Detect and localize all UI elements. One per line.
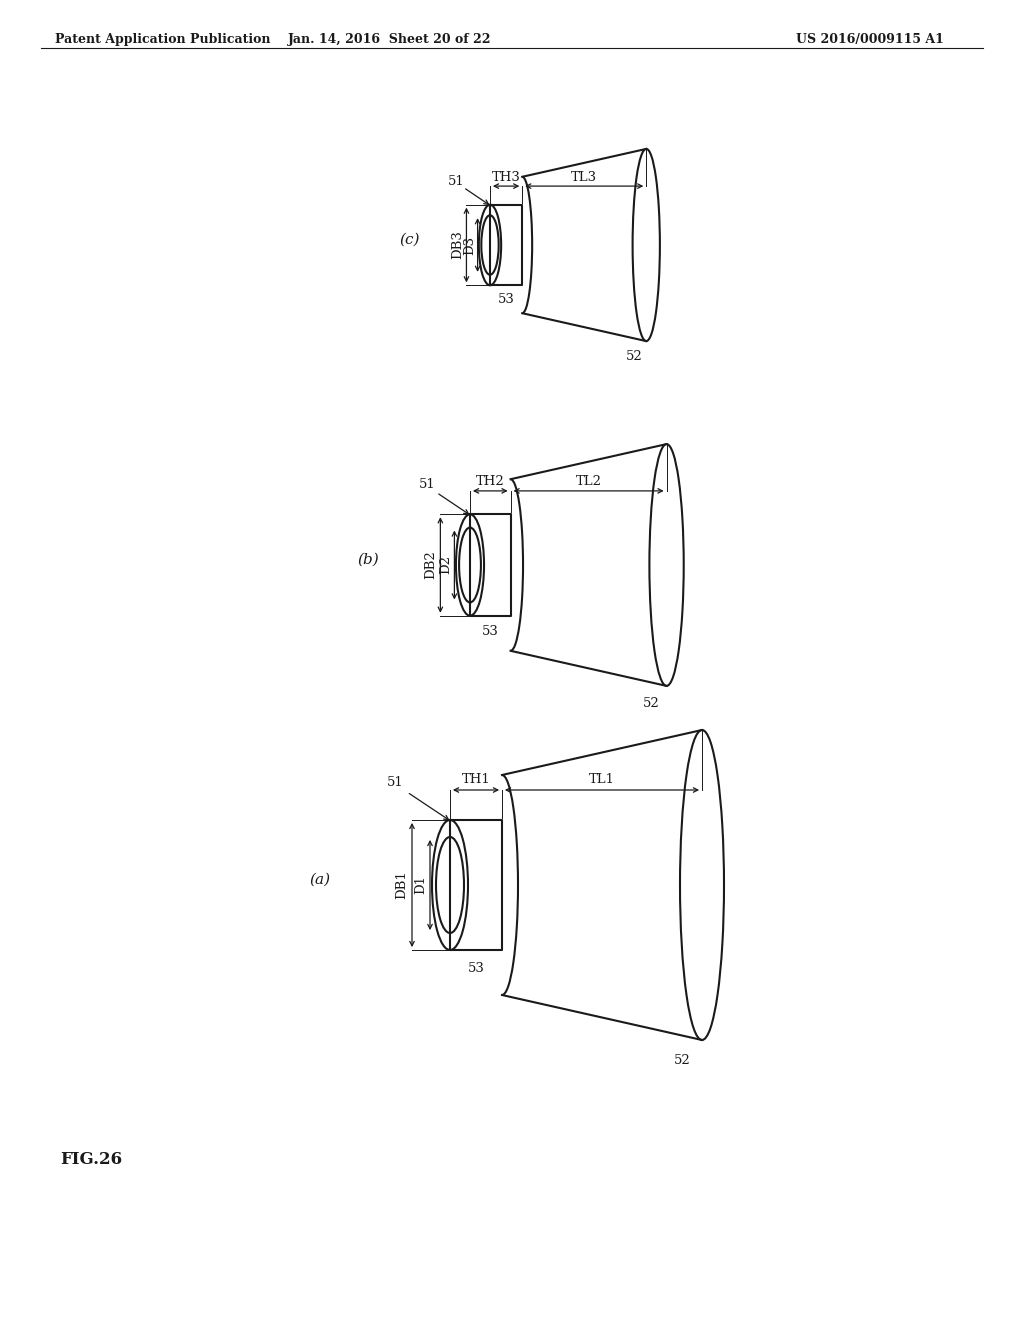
Text: TL1: TL1 [589,774,615,785]
Text: 51: 51 [419,478,435,491]
Text: 51: 51 [387,776,403,788]
Text: DB1: DB1 [395,871,408,899]
Text: (c): (c) [399,234,420,247]
Text: 51: 51 [447,174,464,187]
Text: TL3: TL3 [571,170,597,183]
Text: TL2: TL2 [575,475,601,488]
Text: TH2: TH2 [476,475,505,488]
Text: (b): (b) [357,553,380,568]
Text: D3: D3 [463,235,476,255]
Text: 52: 52 [643,697,659,710]
Text: Patent Application Publication: Patent Application Publication [55,33,270,46]
Text: 53: 53 [498,293,514,306]
Text: TH1: TH1 [462,774,490,785]
Text: 52: 52 [674,1053,690,1067]
Text: Jan. 14, 2016  Sheet 20 of 22: Jan. 14, 2016 Sheet 20 of 22 [288,33,492,46]
Text: DB2: DB2 [424,550,437,579]
Text: 53: 53 [468,962,484,975]
Text: FIG.26: FIG.26 [60,1151,122,1168]
Text: D2: D2 [439,556,452,574]
Text: 53: 53 [482,626,499,638]
Text: TH3: TH3 [492,170,520,183]
Text: DB3: DB3 [451,231,464,260]
Text: US 2016/0009115 A1: US 2016/0009115 A1 [796,33,944,46]
Text: 52: 52 [626,350,642,363]
Text: (a): (a) [309,873,331,887]
Text: D1: D1 [414,875,427,895]
